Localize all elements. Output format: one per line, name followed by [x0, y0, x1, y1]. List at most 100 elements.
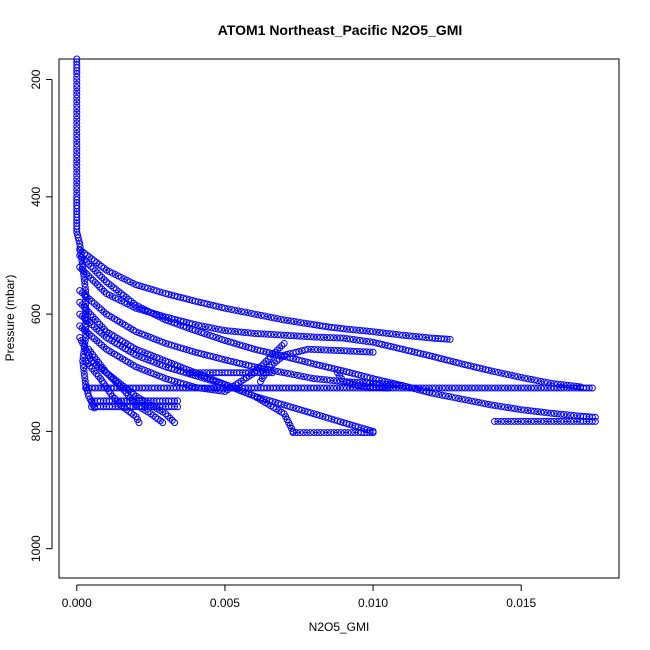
data-point: [507, 417, 515, 425]
data-point: [349, 336, 357, 344]
data-point: [468, 384, 476, 392]
data-point: [428, 384, 436, 392]
data-point: [303, 373, 311, 381]
data-point: [316, 333, 324, 341]
data-point: [73, 186, 81, 194]
data-point: [540, 417, 548, 425]
series: [88, 397, 182, 405]
data-point: [323, 384, 331, 392]
data-point: [442, 384, 450, 392]
data-point: [73, 161, 81, 169]
data-point: [277, 331, 285, 339]
data-point: [214, 325, 222, 333]
data-point: [306, 429, 314, 437]
data-point: [218, 304, 226, 312]
data-point: [164, 412, 172, 420]
data-point: [307, 374, 315, 382]
data-point: [534, 384, 542, 392]
data-point: [540, 408, 548, 416]
data-point: [537, 408, 545, 416]
data-point: [514, 405, 522, 413]
data-point: [100, 276, 108, 284]
data-point: [264, 330, 272, 338]
data-point: [530, 376, 538, 384]
data-point: [280, 339, 288, 347]
data-point: [297, 372, 305, 380]
data-point: [537, 377, 545, 385]
data-point: [347, 429, 355, 437]
data-point: [307, 345, 315, 353]
data-point: [293, 371, 301, 379]
data-point: [359, 327, 367, 335]
data-point: [73, 119, 81, 127]
data-point: [343, 325, 351, 333]
data-point: [442, 392, 450, 400]
data-point: [560, 411, 568, 419]
data-point: [89, 265, 97, 273]
data-point: [277, 315, 285, 323]
data-point: [82, 270, 90, 278]
data-point: [166, 414, 174, 422]
data-point: [336, 384, 344, 392]
data-point: [260, 312, 268, 320]
data-point: [89, 276, 97, 284]
data-point: [553, 384, 561, 392]
data-point: [278, 342, 286, 350]
data-point: [588, 384, 596, 392]
data-point: [287, 317, 295, 325]
data-point: [448, 384, 456, 392]
series: [88, 403, 182, 411]
data-point: [395, 331, 403, 339]
data-point: [362, 379, 370, 387]
data-point: [585, 384, 593, 392]
data-point: [544, 379, 552, 387]
data-point: [228, 306, 236, 314]
data-point: [458, 384, 466, 392]
data-point: [296, 429, 304, 437]
data-point: [547, 384, 555, 392]
data-point: [81, 280, 89, 288]
data-point: [461, 384, 469, 392]
data-point: [547, 417, 555, 425]
data-point: [524, 406, 532, 414]
data-point: [189, 369, 197, 377]
data-point: [248, 362, 256, 370]
data-point: [395, 384, 403, 392]
data-point: [204, 323, 212, 331]
data-point: [274, 331, 282, 339]
data-point: [300, 319, 308, 327]
data-point: [326, 376, 334, 384]
y-tick-label: 1000: [29, 535, 43, 562]
data-point: [563, 417, 571, 425]
x-axis: 0.000 0.005 0.010 0.015: [62, 584, 537, 610]
data-point: [488, 401, 496, 409]
data-point: [290, 371, 298, 379]
data-point: [435, 384, 443, 392]
data-point: [98, 285, 106, 293]
data-point: [264, 355, 272, 363]
data-point: [402, 332, 410, 340]
data-point: [474, 384, 482, 392]
data-point: [501, 370, 509, 378]
data-point: [73, 73, 81, 81]
data-point: [73, 115, 81, 123]
data-point: [254, 330, 262, 338]
y-tick-label: 200: [29, 69, 43, 89]
data-point: [511, 405, 519, 413]
data-point: [231, 306, 239, 314]
series-line: [79, 249, 451, 340]
data-point: [73, 175, 81, 183]
data-point: [80, 370, 88, 378]
data-point: [422, 384, 430, 392]
data-point: [521, 417, 529, 425]
data-point: [293, 332, 301, 340]
data-point: [553, 417, 561, 425]
data-point: [418, 384, 426, 392]
data-point: [73, 126, 81, 134]
data-point: [195, 321, 203, 329]
data-point: [560, 384, 568, 392]
data-point: [80, 268, 88, 276]
data-point: [514, 373, 522, 381]
data-point: [241, 328, 249, 336]
data-point: [320, 384, 328, 392]
